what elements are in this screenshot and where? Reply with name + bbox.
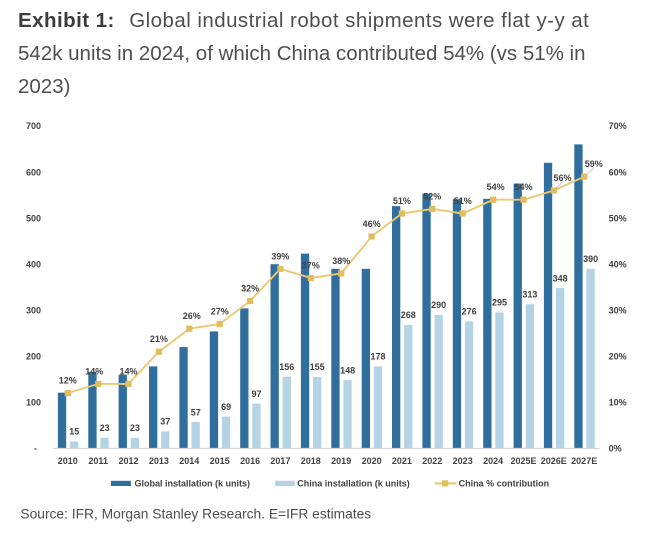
svg-text:100: 100 bbox=[26, 398, 41, 408]
svg-text:21%: 21% bbox=[150, 334, 168, 344]
svg-text:60%: 60% bbox=[609, 167, 627, 177]
svg-text:313: 313 bbox=[522, 289, 537, 299]
svg-text:2024: 2024 bbox=[483, 456, 503, 466]
svg-text:27%: 27% bbox=[211, 307, 229, 317]
svg-text:400: 400 bbox=[26, 259, 41, 269]
svg-text:2013: 2013 bbox=[149, 456, 169, 466]
svg-text:200: 200 bbox=[26, 352, 41, 362]
svg-text:2019: 2019 bbox=[331, 456, 351, 466]
svg-text:Source: IFR, Morgan Stanley Re: Source: IFR, Morgan Stanley Research. E=… bbox=[20, 507, 371, 522]
svg-text:China installation (k units): China installation (k units) bbox=[297, 479, 410, 489]
svg-text:390: 390 bbox=[583, 254, 598, 264]
svg-text:54%: 54% bbox=[487, 182, 505, 192]
svg-text:51%: 51% bbox=[393, 196, 411, 206]
svg-text:14%: 14% bbox=[85, 366, 103, 376]
svg-text:2010: 2010 bbox=[58, 456, 78, 466]
svg-text:51%: 51% bbox=[454, 196, 472, 206]
svg-text:54%: 54% bbox=[514, 182, 532, 192]
svg-text:China % contribution: China % contribution bbox=[459, 479, 549, 489]
svg-text:276: 276 bbox=[462, 307, 477, 317]
svg-text:20%: 20% bbox=[609, 352, 627, 362]
svg-text:0%: 0% bbox=[609, 444, 622, 454]
svg-text:2012: 2012 bbox=[118, 456, 138, 466]
svg-text:300: 300 bbox=[26, 305, 41, 315]
svg-text:2020: 2020 bbox=[362, 456, 382, 466]
svg-text:2015: 2015 bbox=[210, 456, 230, 466]
svg-text:39%: 39% bbox=[271, 251, 289, 261]
svg-text:290: 290 bbox=[431, 300, 446, 310]
svg-text:2018: 2018 bbox=[301, 456, 321, 466]
svg-text:178: 178 bbox=[370, 352, 385, 362]
svg-text:57: 57 bbox=[191, 407, 201, 417]
svg-text:2011: 2011 bbox=[88, 456, 108, 466]
svg-text:-: - bbox=[34, 444, 37, 454]
svg-text:52%: 52% bbox=[423, 191, 441, 201]
svg-text:59%: 59% bbox=[585, 159, 603, 169]
svg-text:2025E: 2025E bbox=[510, 456, 536, 466]
svg-text:295: 295 bbox=[492, 298, 507, 308]
svg-text:2017: 2017 bbox=[270, 456, 290, 466]
svg-text:10%: 10% bbox=[609, 398, 627, 408]
svg-text:268: 268 bbox=[401, 310, 416, 320]
svg-text:50%: 50% bbox=[609, 213, 627, 223]
svg-text:500: 500 bbox=[26, 213, 41, 223]
svg-text:30%: 30% bbox=[609, 305, 627, 315]
svg-text:23: 23 bbox=[100, 423, 110, 433]
svg-text:69: 69 bbox=[221, 402, 231, 412]
svg-text:2026E: 2026E bbox=[541, 456, 567, 466]
svg-text:14%: 14% bbox=[119, 366, 137, 376]
svg-text:70%: 70% bbox=[609, 121, 627, 131]
svg-text:15: 15 bbox=[69, 427, 79, 437]
svg-text:155: 155 bbox=[310, 362, 325, 372]
svg-text:2027E: 2027E bbox=[571, 456, 597, 466]
svg-text:Global installation (k units): Global installation (k units) bbox=[135, 479, 251, 489]
svg-text:23: 23 bbox=[130, 423, 140, 433]
svg-text:700: 700 bbox=[26, 121, 41, 131]
svg-text:12%: 12% bbox=[59, 376, 77, 386]
svg-text:46%: 46% bbox=[363, 219, 381, 229]
svg-text:2016: 2016 bbox=[240, 456, 260, 466]
svg-text:40%: 40% bbox=[609, 259, 627, 269]
svg-text:37%: 37% bbox=[302, 261, 320, 271]
svg-text:2021: 2021 bbox=[392, 456, 412, 466]
svg-text:2022: 2022 bbox=[422, 456, 442, 466]
svg-text:32%: 32% bbox=[241, 284, 259, 294]
svg-text:38%: 38% bbox=[332, 256, 350, 266]
svg-text:97: 97 bbox=[251, 389, 261, 399]
svg-text:26%: 26% bbox=[183, 311, 201, 321]
svg-text:156: 156 bbox=[279, 362, 294, 372]
svg-text:56%: 56% bbox=[553, 173, 571, 183]
svg-text:348: 348 bbox=[553, 273, 568, 283]
svg-text:600: 600 bbox=[26, 167, 41, 177]
svg-text:37: 37 bbox=[160, 417, 170, 427]
svg-text:2014: 2014 bbox=[179, 456, 199, 466]
svg-text:2023: 2023 bbox=[453, 456, 473, 466]
svg-text:148: 148 bbox=[340, 365, 355, 375]
